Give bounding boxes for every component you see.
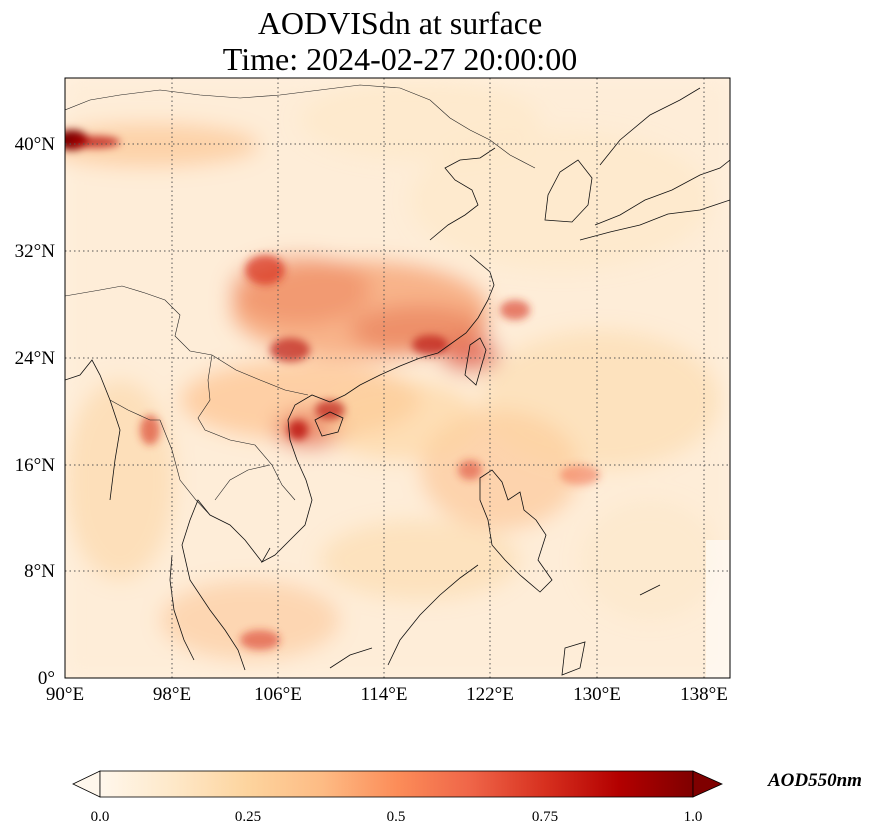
colorbar: 0.0 0.25 0.5 0.75 1.0 [72, 770, 723, 825]
lon-tick-label: 122°E [466, 684, 514, 705]
lat-tick-label: 16°N [15, 455, 56, 476]
map-frame [64, 77, 731, 679]
colorbar-max-extend [692, 770, 723, 798]
lon-tick-label: 138°E [680, 684, 728, 705]
map-title: AODVISdn at surface [257, 5, 543, 41]
lon-tick-label: 106°E [254, 684, 302, 705]
lon-tick-label: 90°E [46, 684, 84, 705]
colorbar-min-extend [72, 770, 101, 798]
country-borders [65, 84, 536, 516]
colorbar-tick-label: 0.0 [91, 809, 110, 825]
lat-tick-label: 0° [38, 668, 55, 689]
colorbar-tick-label: 1.0 [684, 809, 703, 825]
lat-tick-label: 24°N [15, 348, 56, 369]
lat-ticks: 0° 8°N 16°N 24°N 32°N 40°N [15, 134, 56, 689]
lon-tick-label: 114°E [361, 684, 408, 705]
colorbar-bar [99, 770, 694, 798]
aod-field [65, 78, 730, 678]
colorbar-tick-label: 0.25 [235, 809, 261, 825]
colorbar-tick-label: 0.5 [387, 809, 406, 825]
lat-tick-label: 32°N [15, 241, 56, 262]
lon-tick-label: 130°E [573, 684, 621, 705]
coastlines [65, 87, 730, 676]
lat-tick-label: 40°N [15, 134, 56, 155]
lon-ticks: 90°E 98°E 106°E 114°E 122°E 130°E 138°E [46, 684, 728, 705]
lon-tick-label: 98°E [153, 684, 191, 705]
gridlines [65, 78, 730, 678]
colorbar-tick-label: 0.75 [532, 809, 558, 825]
map-time-label: Time: 2024-02-27 20:00:00 [222, 41, 578, 77]
lat-tick-label: 8°N [24, 561, 55, 582]
colorbar-unit-label: AOD550nm [768, 770, 862, 791]
